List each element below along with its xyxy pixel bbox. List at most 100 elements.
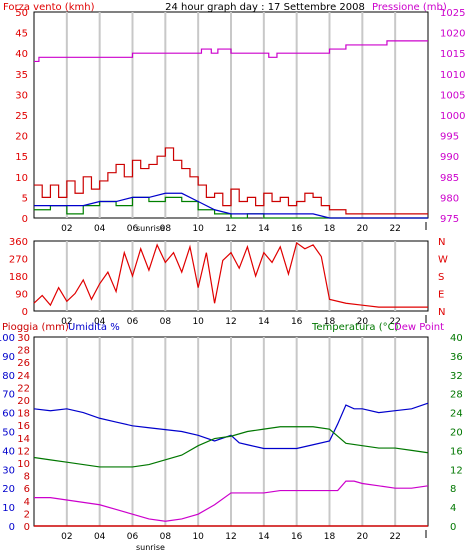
wind-y-tick-label: 10 xyxy=(15,173,28,184)
compass-tick-label: W xyxy=(438,255,448,266)
temperature-y-tick-label: 36 xyxy=(450,352,463,363)
temperature-y-tick-label: 4 xyxy=(450,503,456,514)
wind-axis-title: Forza vento (kmh) xyxy=(3,2,95,13)
pressure-y-tick-label: 1015 xyxy=(440,49,465,60)
temperature-y-tick-label: 12 xyxy=(450,465,463,476)
wind-direction-series-line xyxy=(33,241,428,308)
wind-speed-series-line xyxy=(34,192,428,219)
temperature-y-tick-label: 8 xyxy=(450,484,456,495)
temperature-x-tick-label: 20 xyxy=(357,532,369,542)
wind-x-tick-label: 02 xyxy=(61,224,72,234)
rain-axis-title: Pioggia (mm) xyxy=(2,322,69,333)
temperature-axis-title: Temperatura (°C) xyxy=(311,322,399,333)
humidity-y-tick-label: 20 xyxy=(2,484,15,495)
wind-x-tick-label: 16 xyxy=(291,224,303,234)
pressure-y-tick-label: 980 xyxy=(440,193,459,204)
temperature-x-tick-label: 16 xyxy=(291,532,303,542)
temperature-series-line xyxy=(33,426,429,468)
wind-x-tick-label: 20 xyxy=(357,224,369,234)
rain-y-tick-label: 28 xyxy=(17,346,30,357)
wind-x-tick-label: 22 xyxy=(389,224,400,234)
humidity-y-tick-label: 70 xyxy=(2,390,15,401)
direction-x-tick-label: 02 xyxy=(61,317,72,327)
rain-y-tick-label: 22 xyxy=(17,383,30,394)
pressure-y-tick-label: 1005 xyxy=(440,90,465,101)
rain-y-tick-label: 0 xyxy=(24,522,30,533)
humidity-y-tick-label: 0 xyxy=(9,522,15,533)
humidity-y-tick-label: 30 xyxy=(2,465,15,476)
wind-x-tick-label: 06 xyxy=(127,224,139,234)
wind-y-tick-label: 40 xyxy=(15,49,28,60)
pressure-y-tick-label: 1000 xyxy=(440,111,465,122)
rain-y-tick-label: 10 xyxy=(17,459,30,470)
pressure-y-tick-label: 975 xyxy=(440,214,459,225)
wind-y-tick-label: 30 xyxy=(15,90,28,101)
temperature-x-tick-label: 14 xyxy=(258,532,270,542)
direction-x-tick-label: 18 xyxy=(324,317,336,327)
humidity-y-tick-label: 40 xyxy=(2,446,15,457)
temperature-y-tick-label: 16 xyxy=(450,446,463,457)
temperature-x-tick-label: 18 xyxy=(324,532,336,542)
direction-y-tick-label: 0 xyxy=(22,307,28,318)
direction-x-tick-label: 06 xyxy=(127,317,139,327)
pressure-y-tick-label: 1025 xyxy=(440,8,465,19)
humidity-axis-title: Umidita % xyxy=(68,322,120,333)
rain-y-tick-label: 20 xyxy=(17,396,30,407)
pressure-y-tick-label: 990 xyxy=(440,152,459,163)
compass-tick-label: N xyxy=(438,307,445,318)
temperature-y-tick-label: 32 xyxy=(450,371,463,382)
bottom-sunrise-label: sunrise xyxy=(136,543,165,552)
direction-x-tick-label: 22 xyxy=(389,317,400,327)
dewpoint-series-line xyxy=(34,480,429,522)
direction-y-tick-label: 360 xyxy=(9,237,28,248)
humidity-y-tick-label: 90 xyxy=(2,352,15,363)
rain-y-tick-label: 8 xyxy=(24,472,30,483)
wind-x-tick-label: 08 xyxy=(160,224,172,234)
temperature-y-tick-label: 40 xyxy=(450,333,463,344)
pressure-y-tick-label: 1020 xyxy=(440,29,465,40)
temperature-x-tick-label: 08 xyxy=(160,532,172,542)
wind-y-tick-label: 35 xyxy=(15,70,28,81)
wind-x-tick-label: 18 xyxy=(324,224,336,234)
direction-x-tick-label: 12 xyxy=(225,317,236,327)
direction-y-tick-label: 90 xyxy=(15,290,28,301)
humidity-y-tick-label: 60 xyxy=(2,409,15,420)
temperature-x-tick-label: 22 xyxy=(389,532,400,542)
humidity-y-tick-label: 50 xyxy=(2,428,15,439)
gust-series-line xyxy=(34,147,428,215)
direction-x-tick-label: 08 xyxy=(160,317,172,327)
wind-y-tick-label: 20 xyxy=(15,132,28,143)
top-sunrise-label: sunrise xyxy=(136,224,165,233)
wind-x-tick-label: 14 xyxy=(258,224,270,234)
wind-y-tick-label: 25 xyxy=(15,111,28,122)
wind-y-tick-label: 15 xyxy=(15,152,28,163)
temperature-y-tick-label: 24 xyxy=(450,409,463,420)
direction-x-tick-label: 10 xyxy=(192,317,204,327)
pressure-y-tick-label: 995 xyxy=(440,132,459,143)
wind-x-tick-label: 04 xyxy=(94,224,106,234)
rain-y-tick-label: 30 xyxy=(17,333,30,344)
humidity-y-tick-label: 80 xyxy=(2,371,15,382)
pressure-y-tick-label: 1010 xyxy=(440,70,465,81)
temperature-y-tick-label: 28 xyxy=(450,390,463,401)
rain-y-tick-label: 2 xyxy=(24,509,30,520)
wind-y-tick-label: 5 xyxy=(22,193,28,204)
wind-pressure-panel: 0510152025303540455097598098599099510001… xyxy=(15,8,465,234)
direction-y-tick-label: 180 xyxy=(9,272,28,283)
chart-title: 24 hour graph day : 17 Settembre 2008 xyxy=(165,2,365,13)
rain-y-tick-label: 12 xyxy=(17,446,30,457)
wind-x-tick-label: 10 xyxy=(192,224,204,234)
rain-y-tick-label: 26 xyxy=(17,358,30,369)
wind-y-tick-label: 0 xyxy=(22,214,28,225)
rain-y-tick-label: 18 xyxy=(17,409,30,420)
pressure-series-line xyxy=(34,40,428,63)
pressure-axis-title: Pressione (mb) xyxy=(372,2,447,13)
direction-x-tick-label: 04 xyxy=(94,317,106,327)
temperature-x-tick-label: 04 xyxy=(94,532,106,542)
compass-tick-label: N xyxy=(438,237,445,248)
rain-y-tick-label: 16 xyxy=(17,421,30,432)
rain-y-tick-label: 24 xyxy=(17,371,30,382)
